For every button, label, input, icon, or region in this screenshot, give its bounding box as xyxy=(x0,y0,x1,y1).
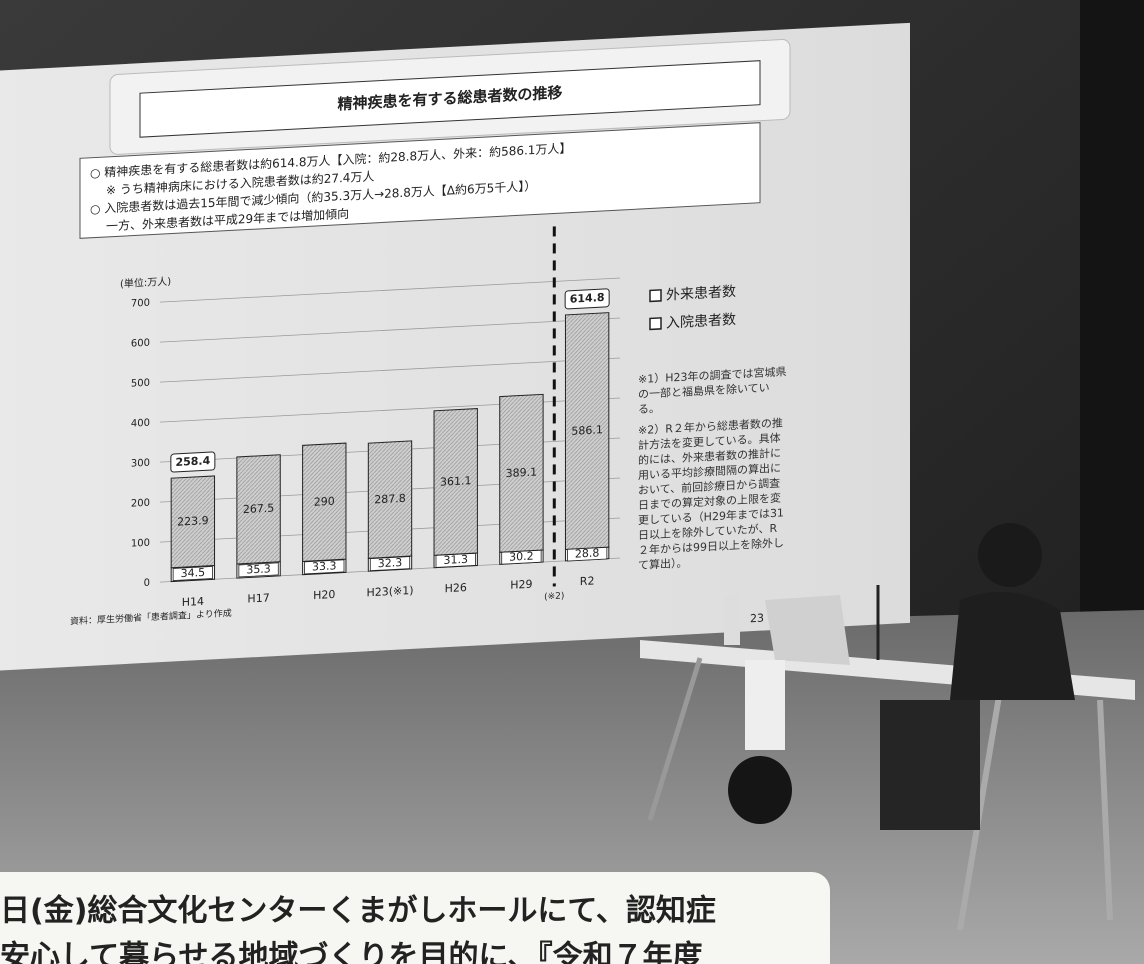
page-number: 23 xyxy=(750,611,764,625)
value-label: 267.5 xyxy=(243,502,274,517)
value-label: 361.1 xyxy=(440,474,471,489)
notes-box: ※1）H23年の調査では宮城県の一部と福島県を除いている。※2）R２年から総患者… xyxy=(638,364,788,573)
water-bottle xyxy=(724,595,740,645)
note: ※1）H23年の調査では宮城県の一部と福島県を除いている。 xyxy=(638,364,788,417)
value-label: 290 xyxy=(314,495,335,509)
y-tick-label: 100 xyxy=(131,538,150,550)
y-tick-label: 0 xyxy=(144,578,150,589)
laptop xyxy=(765,595,850,665)
x-tick-label: H23(※1) xyxy=(366,584,413,599)
value-label: 586.1 xyxy=(571,423,602,438)
value-label: 32.3 xyxy=(378,556,402,570)
projected-slide: 精神疾患を有する総患者数の推移 ○ 精神疾患を有する総患者数は約614.8万人【… xyxy=(0,23,910,671)
total-label: 258.4 xyxy=(175,454,210,469)
legend-swatch xyxy=(650,290,661,302)
note: ※2）R２年から総患者数の推計方法を変更している。具体的には、外来患者数の推計に… xyxy=(638,415,788,573)
y-tick-label: 300 xyxy=(131,458,150,470)
total-label: 614.8 xyxy=(570,291,605,306)
y-tick-label: 400 xyxy=(131,418,150,430)
y-tick-label: 700 xyxy=(131,298,150,310)
value-label: 34.5 xyxy=(181,566,205,580)
value-label: 389.1 xyxy=(506,465,537,480)
x-tick-label: H29 xyxy=(510,578,532,592)
y-tick-label: 200 xyxy=(131,498,150,510)
notes: ※1）H23年の調査では宮城県の一部と福島県を除いている。※2）R２年から総患者… xyxy=(638,364,788,632)
x-tick-label: R2 xyxy=(580,574,595,588)
scene: 精神疾患を有する総患者数の推移 ○ 精神疾患を有する総患者数は約614.8万人【… xyxy=(0,0,1144,964)
name-sign xyxy=(745,660,785,750)
value-label: 223.9 xyxy=(177,514,208,529)
cable-reel xyxy=(728,756,792,824)
speaker-head xyxy=(978,523,1042,587)
speaker-legs xyxy=(880,700,980,830)
value-label: 33.3 xyxy=(312,559,336,573)
x-tick-label: H26 xyxy=(445,581,467,595)
y-tick-label: 500 xyxy=(131,378,150,390)
caption-line: 安心して暮らせる地域づくりを目的に、『令和７年度 xyxy=(0,940,703,964)
speaker-body xyxy=(950,592,1075,700)
y-tick-label: 600 xyxy=(131,338,150,350)
value-label: 287.8 xyxy=(374,492,405,507)
x-tick-label: H14 xyxy=(182,595,204,609)
value-label: 35.3 xyxy=(246,562,270,576)
caption-line: 日(金)総合文化センターくまがしホールにて、認知症 xyxy=(0,894,716,929)
x-tick-label: H17 xyxy=(247,591,269,605)
divider-label: (※2) xyxy=(544,591,564,602)
x-tick-label: H20 xyxy=(313,588,335,602)
legend-swatch xyxy=(650,318,661,330)
